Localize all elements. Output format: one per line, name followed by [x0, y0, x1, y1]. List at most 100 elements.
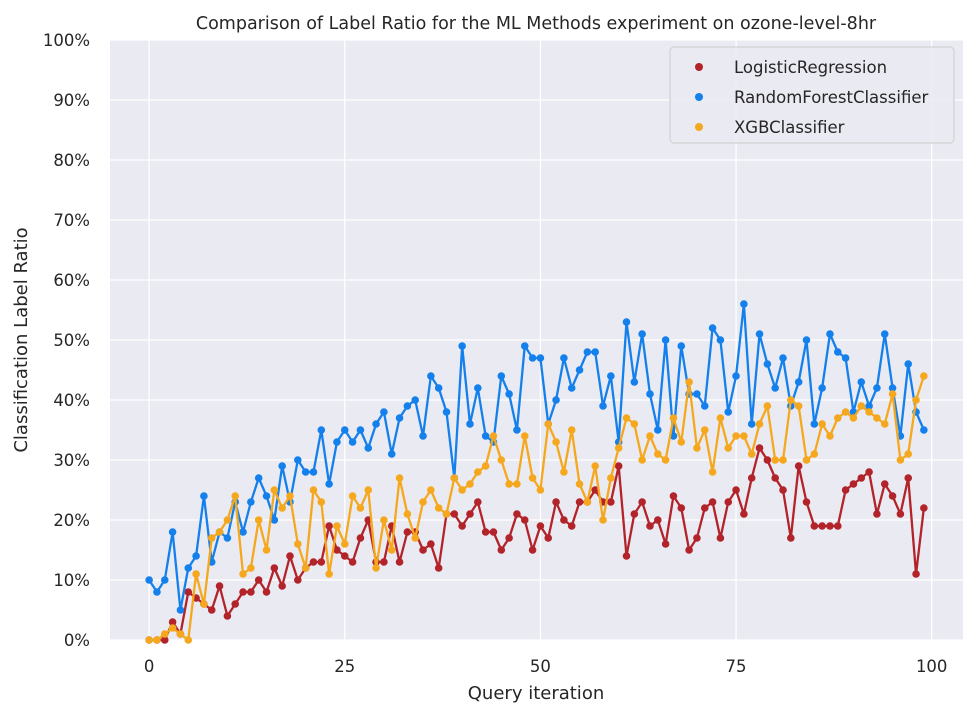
- data-point: [818, 522, 826, 530]
- data-point: [419, 432, 427, 440]
- data-point: [716, 534, 725, 542]
- data-point: [387, 450, 396, 458]
- y-tick-label: 50%: [53, 331, 90, 350]
- legend-marker: [695, 63, 703, 71]
- y-tick-label: 30%: [53, 451, 90, 470]
- data-point: [646, 432, 654, 440]
- data-point: [716, 414, 725, 422]
- data-point: [567, 384, 576, 392]
- data-point: [215, 582, 224, 590]
- data-point: [153, 636, 161, 644]
- y-tick-label: 40%: [53, 391, 90, 410]
- data-point: [638, 330, 646, 338]
- data-point: [513, 480, 521, 488]
- data-point: [920, 504, 928, 512]
- data-point: [638, 498, 646, 506]
- data-point: [771, 474, 779, 482]
- data-point: [160, 576, 169, 584]
- data-point: [278, 462, 286, 470]
- data-point: [607, 474, 615, 482]
- data-point: [716, 336, 725, 344]
- data-point: [622, 414, 631, 422]
- data-point: [458, 486, 466, 494]
- y-tick-label: 20%: [53, 511, 90, 530]
- data-point: [466, 510, 474, 518]
- data-point: [763, 402, 772, 410]
- data-point: [873, 414, 881, 422]
- data-point: [575, 480, 584, 488]
- data-point: [372, 564, 380, 572]
- data-point: [841, 486, 850, 494]
- data-point: [646, 522, 654, 530]
- data-point: [200, 492, 208, 500]
- data-point: [505, 480, 513, 488]
- data-point: [904, 474, 913, 482]
- data-point: [857, 402, 866, 410]
- data-point: [920, 372, 928, 380]
- data-point: [661, 336, 670, 344]
- data-point: [818, 420, 826, 428]
- data-point: [669, 492, 678, 500]
- data-point: [693, 444, 701, 452]
- data-point: [607, 372, 615, 380]
- data-point: [317, 426, 326, 434]
- data-point: [223, 534, 232, 542]
- data-point: [497, 372, 506, 380]
- data-point: [661, 456, 670, 464]
- data-point: [286, 492, 294, 500]
- data-point: [168, 528, 177, 536]
- data-point: [294, 456, 302, 464]
- data-point: [176, 606, 185, 614]
- data-point: [771, 456, 779, 464]
- data-point: [544, 420, 553, 428]
- data-point: [700, 426, 709, 434]
- data-point: [481, 528, 490, 536]
- data-point: [333, 546, 341, 554]
- data-point: [755, 420, 764, 428]
- data-point: [794, 462, 803, 470]
- chart-title: Comparison of Label Ratio for the ML Met…: [196, 14, 877, 34]
- data-point: [364, 444, 373, 452]
- data-point: [607, 498, 615, 506]
- data-point: [168, 624, 177, 632]
- data-point: [700, 504, 709, 512]
- data-point: [873, 384, 881, 392]
- data-point: [802, 336, 811, 344]
- data-point: [599, 516, 607, 524]
- data-point: [481, 462, 490, 470]
- data-point: [873, 510, 881, 518]
- data-point: [528, 474, 537, 482]
- data-point: [779, 486, 787, 494]
- data-point: [693, 390, 701, 398]
- data-point: [591, 462, 599, 470]
- data-point: [614, 444, 623, 452]
- data-point: [677, 504, 686, 512]
- data-point: [567, 426, 576, 434]
- data-point: [560, 354, 568, 362]
- data-point: [489, 432, 498, 440]
- data-point: [325, 570, 333, 578]
- y-tick-label: 60%: [53, 271, 90, 290]
- data-point: [207, 534, 216, 542]
- data-point: [262, 546, 271, 554]
- y-tick-label: 10%: [53, 571, 90, 590]
- data-point: [833, 348, 842, 356]
- data-point: [583, 498, 592, 506]
- x-tick-label: 100: [916, 657, 948, 676]
- data-point: [747, 450, 756, 458]
- data-point: [849, 480, 858, 488]
- data-point: [505, 390, 513, 398]
- y-tick-label: 70%: [53, 211, 90, 230]
- data-point: [340, 540, 349, 548]
- data-point: [771, 384, 779, 392]
- data-point: [904, 450, 913, 458]
- data-point: [552, 396, 560, 404]
- data-point: [880, 330, 889, 338]
- data-point: [622, 552, 631, 560]
- data-point: [497, 546, 506, 554]
- data-point: [254, 474, 263, 482]
- data-point: [802, 498, 811, 506]
- data-point: [740, 300, 748, 308]
- legend-label: RandomForestClassifier: [734, 88, 928, 107]
- data-point: [732, 372, 740, 380]
